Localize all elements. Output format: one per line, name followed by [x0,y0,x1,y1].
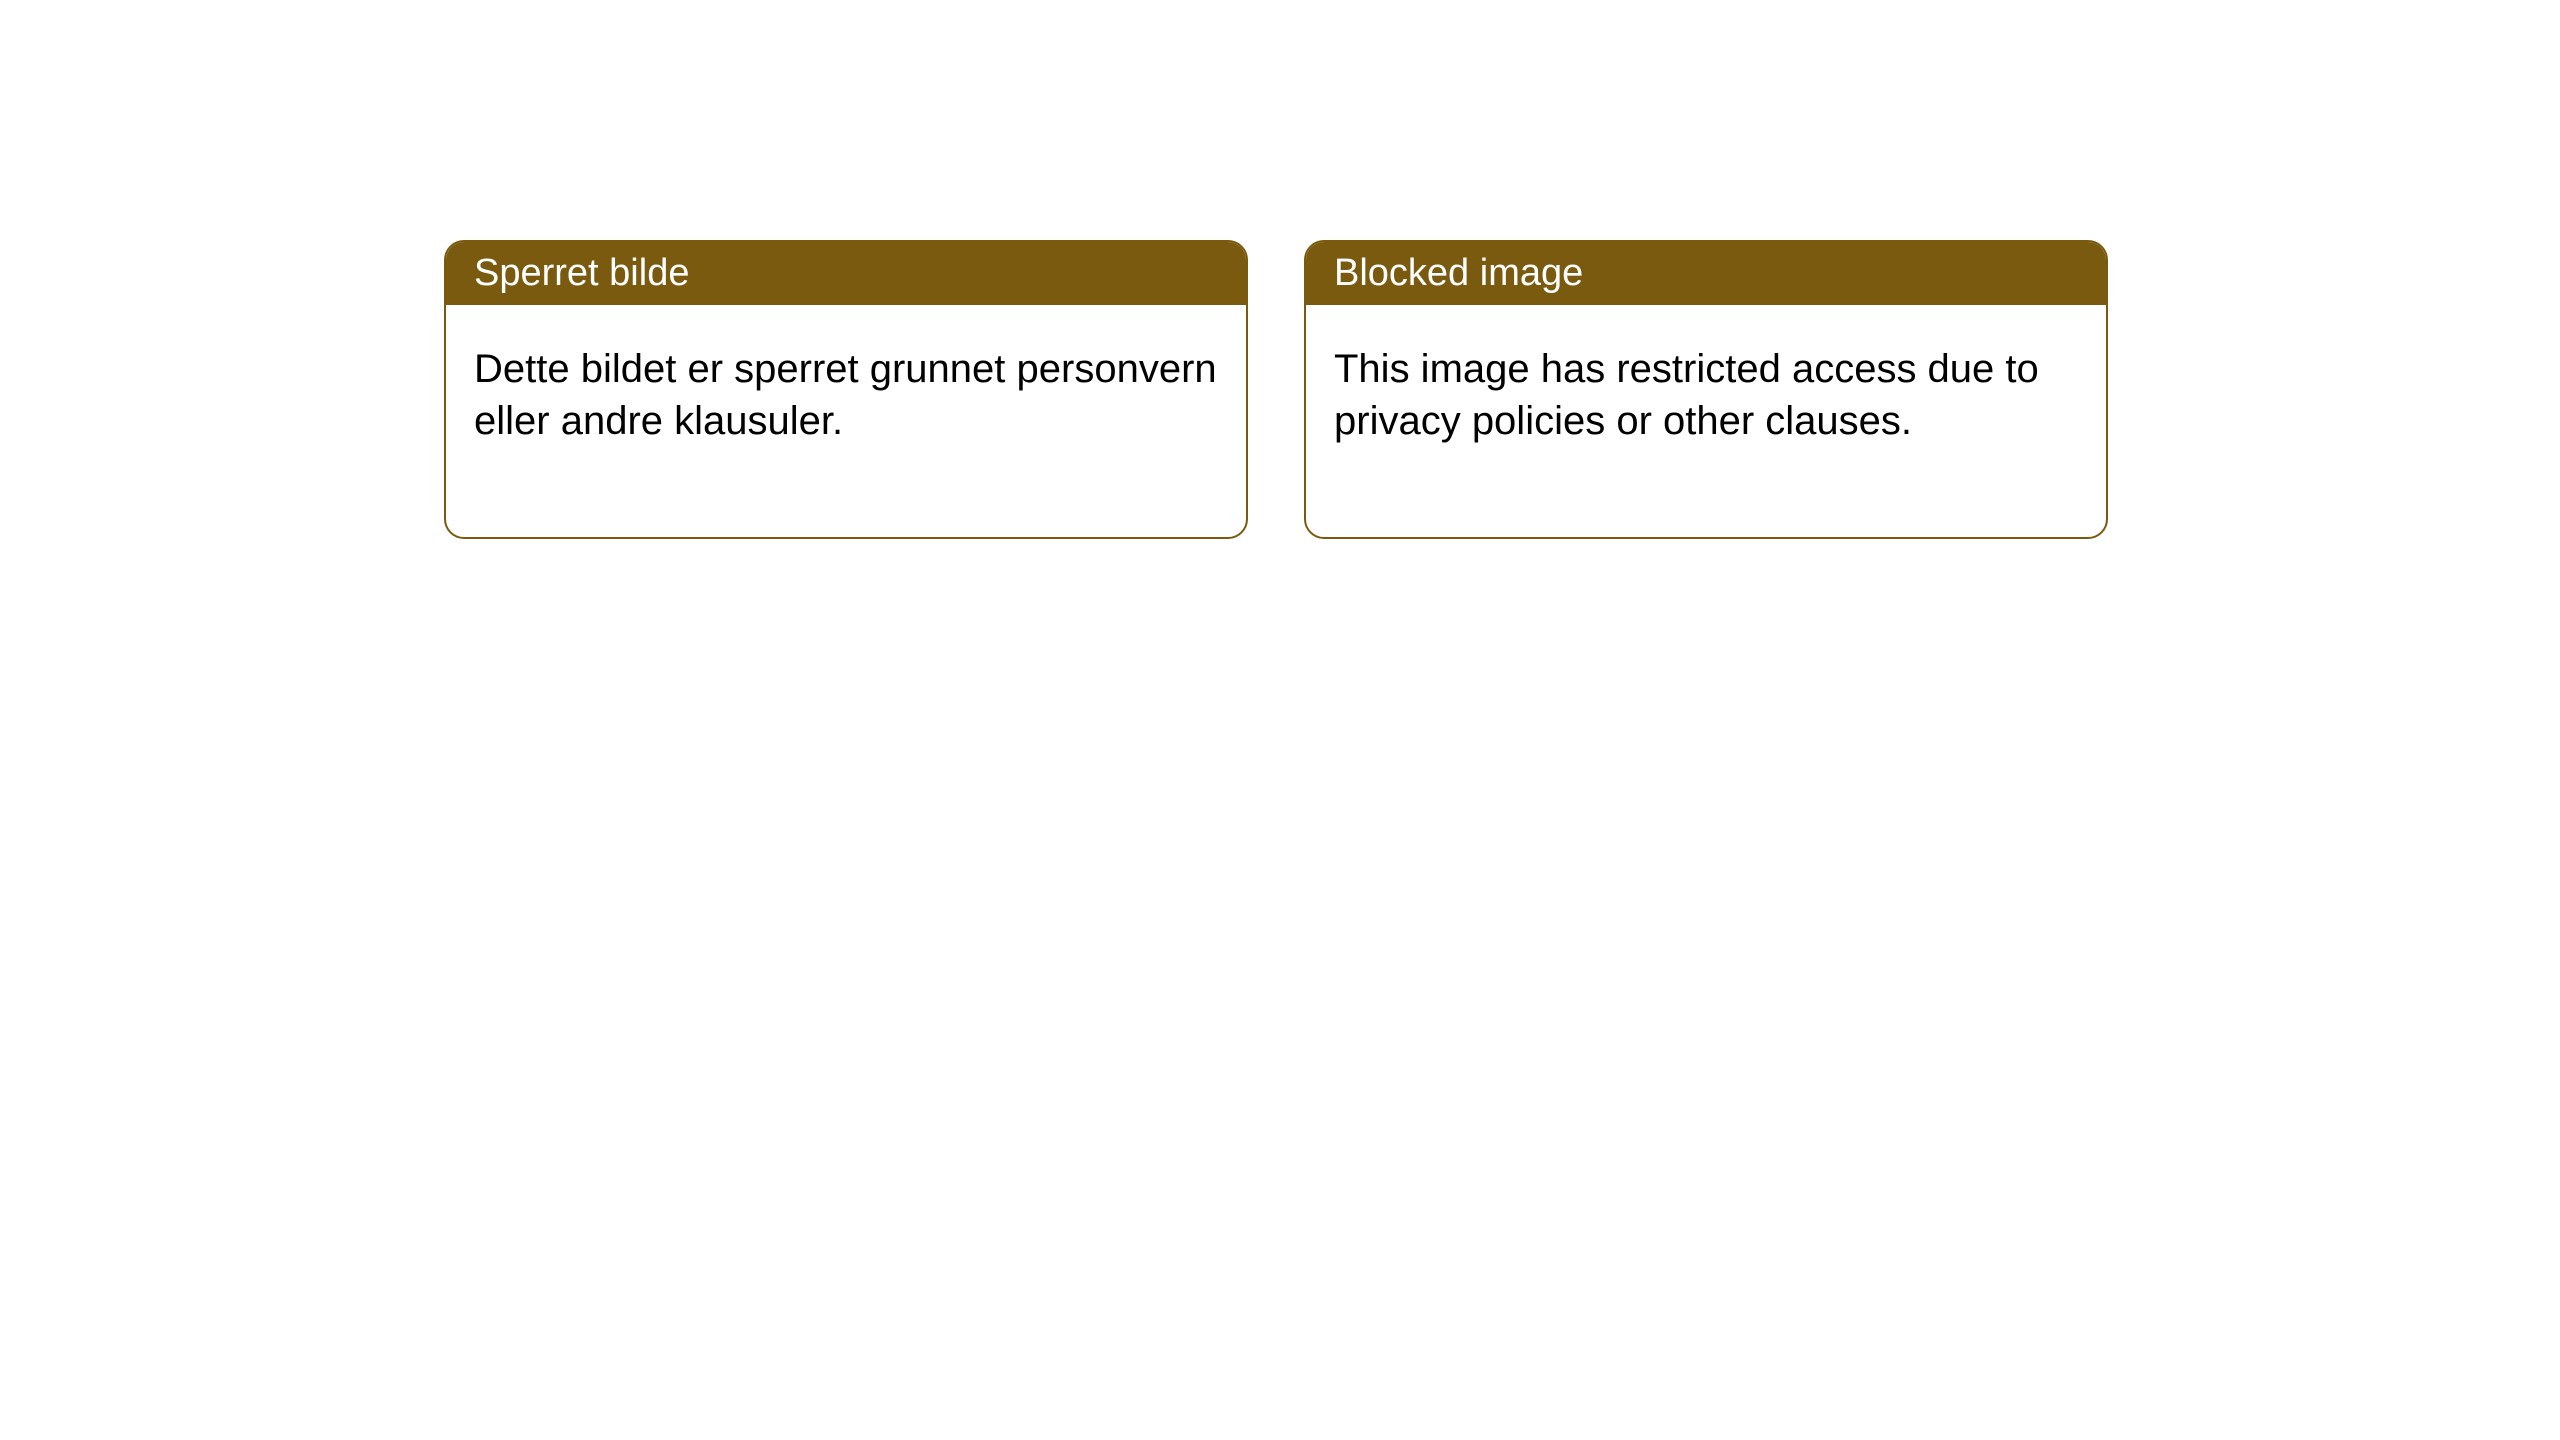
notice-card-title: Sperret bilde [446,242,1246,305]
notice-card-english: Blocked image This image has restricted … [1304,240,2108,539]
notice-card-title: Blocked image [1306,242,2106,305]
notice-card-norwegian: Sperret bilde Dette bildet er sperret gr… [444,240,1248,539]
notice-card-body: This image has restricted access due to … [1306,305,2106,537]
notice-card-body: Dette bildet er sperret grunnet personve… [446,305,1246,537]
notice-cards-container: Sperret bilde Dette bildet er sperret gr… [0,0,2560,539]
